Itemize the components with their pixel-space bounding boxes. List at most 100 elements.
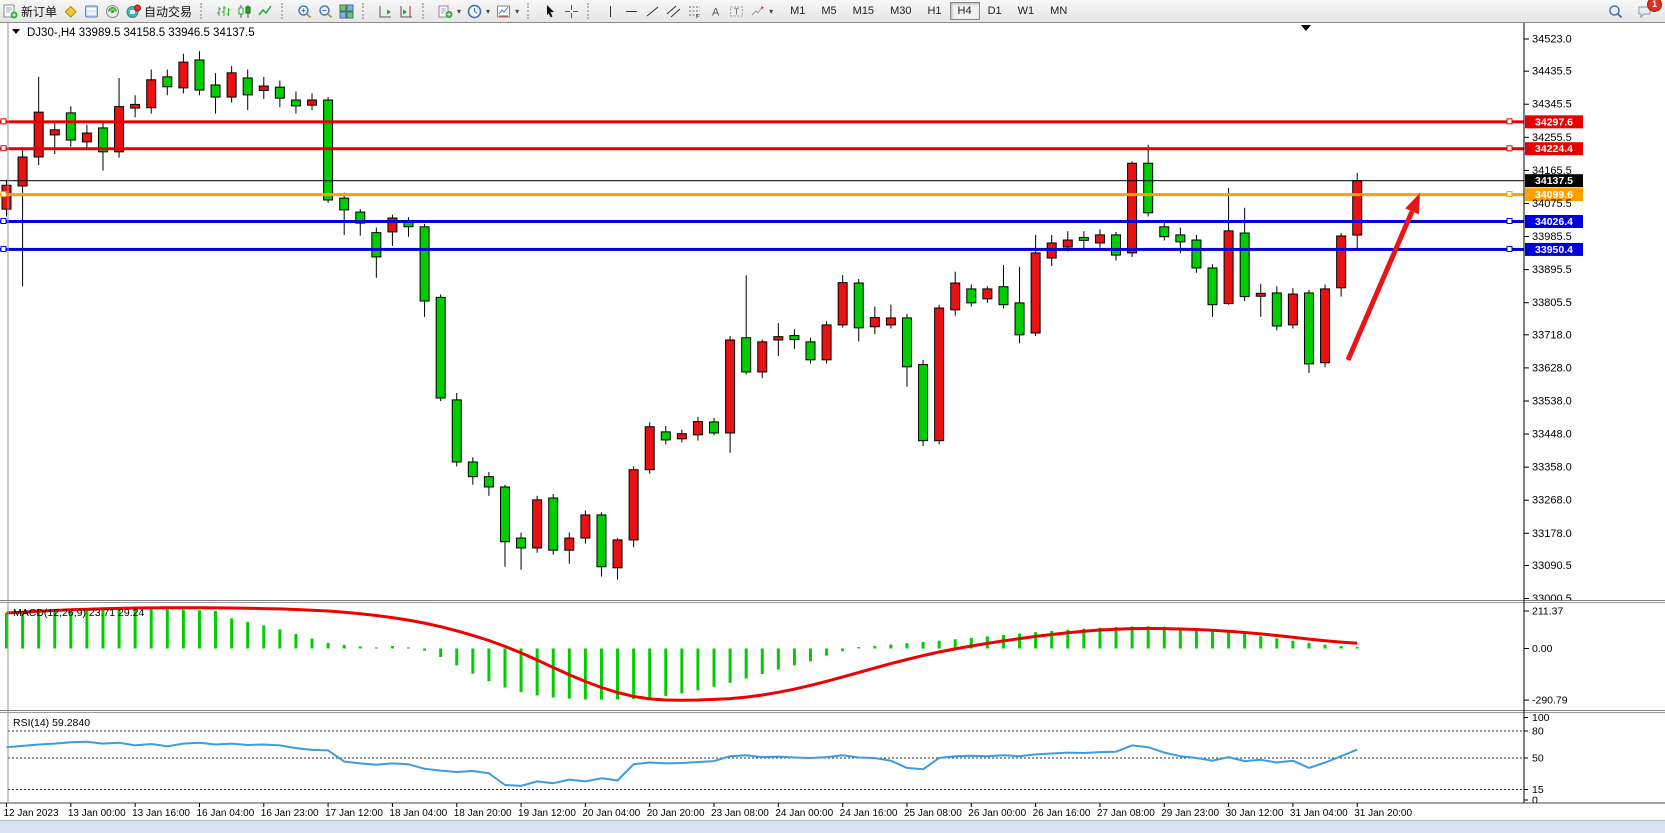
label-button[interactable]: T — [726, 1, 747, 21]
trend-arrow-shaft[interactable] — [1345, 210, 1415, 361]
clock-icon — [467, 4, 482, 19]
line-handle-right[interactable] — [1506, 191, 1513, 198]
zoom-out-button[interactable] — [315, 1, 336, 21]
chart-shift-marker[interactable] — [1301, 25, 1311, 31]
candle-bearish — [516, 537, 527, 549]
new-order-button[interactable]: 新订单 — [0, 1, 60, 21]
price-badge — [1525, 215, 1583, 229]
chevron-down-icon[interactable]: ▾ — [486, 6, 491, 16]
candle-bullish — [580, 514, 591, 539]
line-handle-left[interactable] — [0, 218, 7, 225]
y-axis-label: 33178.0 — [1532, 528, 1572, 540]
vline-icon — [603, 4, 618, 19]
chart-shift-button[interactable] — [396, 1, 417, 21]
timeframe-d1[interactable]: D1 — [987, 5, 1002, 17]
timeframe-m30[interactable]: M30 — [890, 5, 912, 17]
horizontal-line[interactable] — [0, 147, 1524, 151]
candle-bearish — [1207, 267, 1218, 306]
crosshair-button[interactable] — [561, 1, 582, 21]
fibonacci-button[interactable]: F — [684, 1, 705, 21]
line-handle-left[interactable] — [0, 191, 7, 198]
price-badge — [1525, 142, 1583, 156]
indicators-button[interactable]: ▾ — [435, 1, 464, 21]
candle-bearish — [339, 197, 350, 211]
periods-button[interactable]: ▾ — [464, 1, 493, 21]
price-badge — [1525, 174, 1583, 188]
market-watch-button[interactable] — [60, 1, 81, 21]
timeframe-m15[interactable]: M15 — [852, 5, 875, 17]
line-handle-left[interactable] — [0, 245, 7, 252]
timeframe-m1[interactable]: M1 — [790, 5, 806, 17]
candle-bullish — [950, 282, 961, 311]
tile-windows-button[interactable] — [336, 1, 357, 21]
horizontal-line[interactable] — [0, 193, 1524, 197]
zoom-in-button[interactable] — [294, 1, 315, 21]
line-handle-right[interactable] — [1506, 245, 1513, 252]
timeframe-h1[interactable]: H1 — [927, 5, 942, 17]
vertical-line-button[interactable] — [600, 1, 621, 21]
candle-bearish — [467, 461, 478, 478]
timeframe-h4[interactable]: H4 — [949, 2, 980, 20]
toolbar-buttons-group: 新订单 自动交易 ▾ ▾ ▾ F A T ▾ — [0, 0, 776, 22]
y-axis-label: 34435.5 — [1532, 66, 1572, 78]
candle-bearish — [435, 296, 446, 399]
timeframe-w1[interactable]: W1 — [1017, 5, 1035, 17]
bar-chart-button[interactable] — [213, 1, 234, 21]
line-handle-left[interactable] — [0, 118, 7, 125]
price-badge — [1525, 115, 1583, 129]
x-axis-label: 13 Jan 16:00 — [132, 808, 190, 819]
x-axis-label: 19 Jan 12:00 — [518, 808, 576, 819]
horizontal-line[interactable] — [0, 120, 1524, 124]
y-axis-label: 34075.5 — [1532, 198, 1572, 210]
timeframe-mn[interactable]: MN — [1050, 5, 1068, 17]
line-handle-left[interactable] — [0, 145, 7, 152]
chevron-down-icon[interactable]: ▾ — [769, 6, 774, 16]
symbol-dropdown-icon[interactable] — [12, 29, 20, 34]
cursor-button[interactable] — [540, 1, 561, 21]
candle-bullish — [1030, 252, 1041, 334]
text-button[interactable]: A — [705, 1, 726, 21]
trendline-button[interactable] — [642, 1, 663, 21]
navigator-icon — [105, 4, 120, 19]
panel-separator[interactable] — [0, 600, 1665, 601]
templates-button[interactable]: ▾ — [493, 1, 522, 21]
price-badge-label: 34297.6 — [1535, 116, 1573, 128]
timeframe-m5[interactable]: M5 — [821, 5, 837, 17]
shapes-button[interactable]: ▾ — [747, 1, 776, 21]
rsi-line — [6, 740, 1358, 787]
candle-bullish — [885, 317, 896, 326]
auto-trading-button[interactable]: 自动交易 — [123, 1, 195, 21]
chevron-down-icon[interactable]: ▾ — [457, 6, 462, 16]
line-handle-right[interactable] — [1506, 218, 1513, 225]
rsi-axis-label: 100 — [1532, 712, 1550, 724]
candle-bullish — [934, 307, 945, 442]
chevron-down-icon[interactable]: ▾ — [515, 6, 520, 16]
navigator-button[interactable] — [102, 1, 123, 21]
rsi-axis-label: 50 — [1532, 753, 1544, 765]
x-axis-label: 25 Jan 08:00 — [904, 808, 962, 819]
candle-bullish — [146, 79, 157, 109]
search-button[interactable] — [1605, 1, 1626, 21]
horizontal-line-button[interactable] — [621, 1, 642, 21]
x-axis-label: 20 Jan 20:00 — [647, 808, 705, 819]
line-handle-right[interactable] — [1506, 118, 1513, 125]
auto-scroll-button[interactable] — [375, 1, 396, 21]
panel-separator[interactable] — [0, 710, 1665, 711]
horizontal-line[interactable] — [0, 180, 1524, 182]
channel-button[interactable] — [663, 1, 684, 21]
horizontal-line[interactable] — [0, 247, 1524, 251]
price-badge — [1525, 188, 1583, 202]
line-handle-right[interactable] — [1506, 145, 1513, 152]
data-window-button[interactable] — [81, 1, 102, 21]
x-axis-label: 18 Jan 20:00 — [454, 808, 512, 819]
candle-bearish — [274, 86, 285, 99]
candle-bullish — [612, 539, 623, 569]
notifications-button[interactable]: 1 — [1634, 0, 1662, 21]
horizontal-line[interactable] — [0, 220, 1524, 224]
trend-arrow-head[interactable] — [1405, 193, 1420, 215]
line-chart-button[interactable] — [255, 1, 276, 21]
price-badge-label: 34224.4 — [1535, 143, 1573, 155]
candle-bullish — [692, 421, 703, 436]
candle-chart-button[interactable] — [234, 1, 255, 21]
